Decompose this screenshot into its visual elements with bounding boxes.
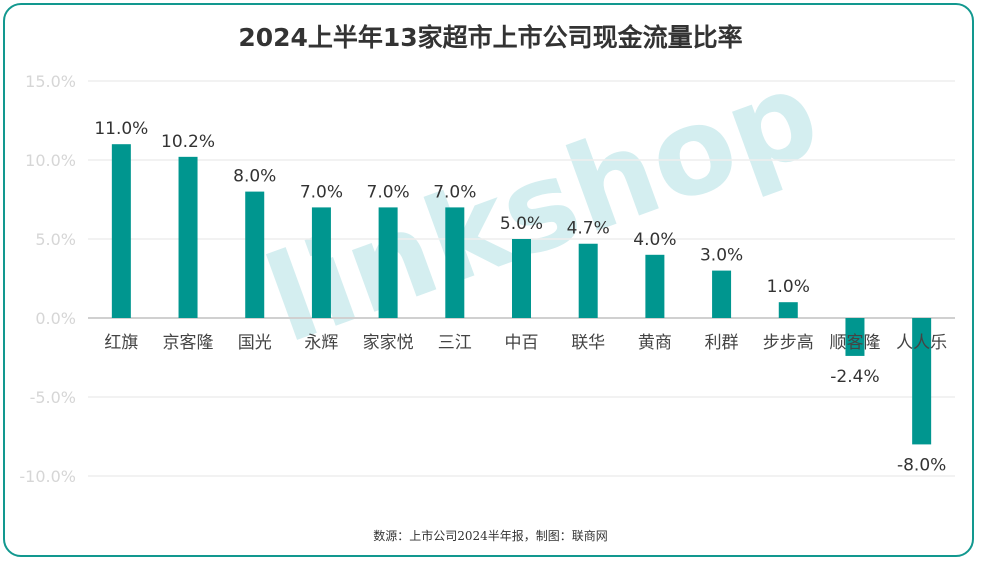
x-tick-label: 永辉 (304, 333, 338, 353)
x-tick-label: 人人乐 (896, 333, 947, 353)
x-tick-label: 步步高 (763, 333, 814, 353)
bar (311, 207, 331, 318)
data-label: 7.0% (433, 182, 476, 202)
bar (712, 270, 732, 318)
data-label: 7.0% (300, 182, 343, 202)
x-tick-label: 利群 (705, 333, 739, 353)
x-tick-label: 三江 (438, 333, 472, 353)
bar (445, 207, 465, 318)
data-label: 3.0% (700, 246, 743, 266)
y-tick-label: 0.0% (35, 309, 76, 328)
x-tick-label: 中百 (505, 333, 539, 353)
chart-frame (3, 3, 974, 557)
y-tick-label: -5.0% (30, 388, 76, 407)
bar (778, 302, 798, 318)
x-tick-label: 顺客隆 (829, 333, 880, 353)
chart-title: 2024上半年13家超市上市公司现金流量比率 (238, 23, 743, 52)
bar (512, 239, 531, 318)
data-label: 4.7% (567, 219, 610, 239)
bar (578, 243, 598, 318)
data-label: 4.0% (633, 230, 676, 250)
y-tick-label: 15.0% (25, 72, 76, 91)
y-tick-label: -10.0% (19, 467, 76, 486)
chart-source: 数源：上市公司2024半年报，制图：联商网 (373, 529, 608, 543)
data-label: -2.4% (830, 367, 879, 387)
x-tick-label: 黄商 (638, 333, 672, 353)
x-tick-label: 红旗 (104, 333, 138, 353)
y-tick-label: 10.0% (25, 151, 76, 170)
x-tick-label: 家家悦 (363, 333, 414, 353)
y-tick-label: 5.0% (35, 230, 76, 249)
bar (245, 191, 265, 318)
bar (845, 318, 865, 356)
x-tick-label: 联华 (571, 333, 605, 353)
data-label: 8.0% (233, 167, 276, 187)
data-label: 10.2% (161, 132, 215, 152)
x-tick-label: 京客隆 (163, 333, 214, 353)
x-tick-label: 国光 (238, 333, 272, 353)
bar (178, 156, 198, 318)
data-label: -8.0% (897, 455, 946, 475)
data-label: 7.0% (367, 182, 410, 202)
bar (645, 254, 665, 318)
data-label: 11.0% (94, 119, 148, 139)
bar (111, 144, 131, 318)
bar (912, 318, 932, 445)
bar (378, 207, 398, 318)
data-label: 5.0% (500, 214, 543, 234)
data-label: 1.0% (767, 277, 810, 297)
